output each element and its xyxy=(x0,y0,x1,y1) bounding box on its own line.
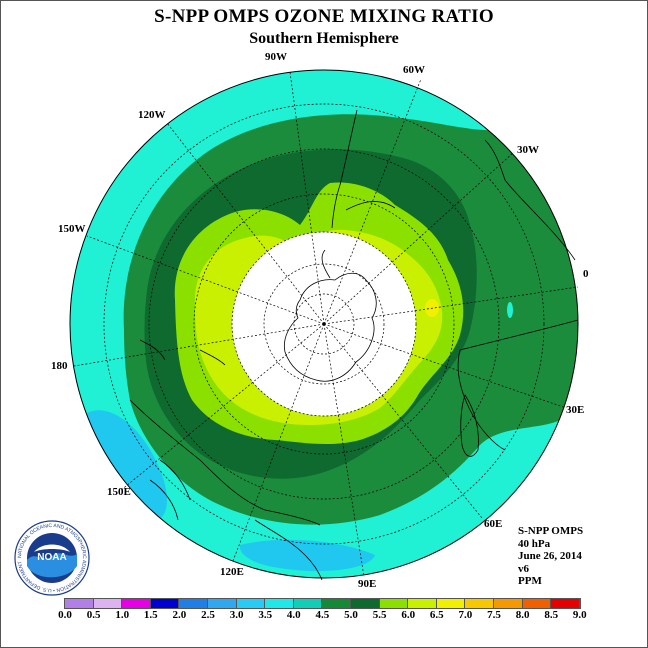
map-subtitle: Southern Hemisphere xyxy=(249,30,399,47)
color-scale-labels: 0.0 0.5 1.0 1.5 2.0 2.5 3.0 3.5 4.0 4.5 5.0 5.5 6.0 6… xyxy=(0,609,648,623)
color-scale-label: 6.5 xyxy=(429,609,444,621)
australia-nz-coastline xyxy=(129,399,323,581)
ozone-field xyxy=(70,70,578,578)
color-scale-bar xyxy=(64,598,581,609)
meridian-60e xyxy=(323,323,483,519)
lon-label-90e: 90E xyxy=(358,578,377,590)
color-scale-cell xyxy=(293,599,323,608)
color-scale-label: 4.5 xyxy=(315,609,330,621)
band-3.0-3.5-patch-south xyxy=(239,539,375,572)
color-scale-cell xyxy=(408,599,437,608)
product-info: S-NPP OMPS 40 hPa June 26, 2014 v6 PPM xyxy=(518,525,583,588)
lon-label-120w: 120W xyxy=(138,109,166,121)
color-scale-label: 2.5 xyxy=(201,609,215,621)
south-pole-marker xyxy=(322,322,326,326)
noaa-logo: NATIONAL OCEANIC AND ATMOSPHERIC ADMINIS… xyxy=(14,520,90,596)
latitude-circle xyxy=(293,293,355,355)
graticule xyxy=(73,71,579,578)
lon-label-90w: 90W xyxy=(265,51,287,63)
color-scale-cell xyxy=(65,599,94,608)
color-scale-label: 3.5 xyxy=(258,609,273,621)
meridian-0 xyxy=(323,286,579,325)
color-scale-cell xyxy=(150,599,180,608)
latitude-circle xyxy=(263,263,385,385)
lon-label-60e: 60E xyxy=(484,518,503,530)
lon-label-0: 0 xyxy=(583,268,589,280)
map-title: S-NPP OMPS OZONE MIXING RATIO xyxy=(154,6,494,27)
info-date: June 26, 2014 xyxy=(518,550,582,562)
color-scale-cell xyxy=(93,599,123,608)
color-scale-label: 8.5 xyxy=(544,609,559,621)
band-3.5-4.0-spot xyxy=(507,302,513,318)
latitude-circle xyxy=(103,103,545,545)
info-version: v6 xyxy=(518,562,529,575)
color-scale-label: 2.0 xyxy=(172,609,187,621)
color-scale-cell xyxy=(322,599,351,608)
color-scale-label: 5.5 xyxy=(372,609,387,621)
latitude-circle xyxy=(231,231,417,417)
color-scale-label: 9.0 xyxy=(572,609,587,621)
south-america-coastline xyxy=(331,109,396,229)
color-scale-label: 0.5 xyxy=(86,609,101,621)
map-boundary xyxy=(69,69,579,579)
meridian-120w xyxy=(166,122,325,325)
meridian-30w xyxy=(323,151,515,325)
color-scale-cell xyxy=(122,599,151,608)
lon-label-30w: 30W xyxy=(517,144,539,156)
color-scale-label: 1.5 xyxy=(143,609,158,621)
latitude-circle xyxy=(193,193,455,455)
color-scale-cell xyxy=(465,599,494,608)
color-scale-cell xyxy=(207,599,237,608)
meridian-90e xyxy=(323,323,365,578)
lon-label-180: 180 xyxy=(51,360,68,372)
latitude-circle xyxy=(148,148,500,500)
lon-label-150w: 150W xyxy=(58,223,86,235)
info-instrument: S-NPP OMPS xyxy=(518,525,584,537)
color-scale-label: 6.0 xyxy=(401,609,416,621)
lon-label-30e: 30E xyxy=(566,404,585,416)
color-scale-label: 5.0 xyxy=(344,609,358,621)
madagascar-coastline xyxy=(460,394,479,457)
color-scale-label: 4.0 xyxy=(286,609,301,621)
color-scale-label: 3.0 xyxy=(229,609,244,621)
color-scale-cell xyxy=(493,599,523,608)
africa-coastline xyxy=(457,139,579,451)
info-level: 40 hPa xyxy=(518,537,551,550)
color-scale-cell xyxy=(551,599,580,608)
antarctica-coastline xyxy=(283,272,377,382)
color-scale-label: 7.0 xyxy=(458,609,473,621)
band-3.0-3.5-patch-west xyxy=(78,410,168,523)
color-scale-cell xyxy=(379,599,409,608)
lon-label-60w: 60W xyxy=(403,64,425,76)
antarctic-peninsula xyxy=(321,249,331,279)
logo-gull xyxy=(34,544,70,552)
meridian-30e xyxy=(323,323,567,409)
color-scale-cell xyxy=(522,599,552,608)
color-scale-label: 0.0 xyxy=(58,609,72,621)
color-scale-cell xyxy=(436,599,466,608)
color-scale-label: 7.5 xyxy=(487,609,501,621)
color-scale-cell xyxy=(179,599,208,608)
lon-label-120e: 120E xyxy=(220,566,244,578)
color-scale-cell xyxy=(350,599,380,608)
logo-wave xyxy=(27,553,77,578)
logo-noaa-text: NOAA xyxy=(37,552,66,563)
color-scale-cell xyxy=(236,599,266,608)
color-scale-label: 1.0 xyxy=(115,609,130,621)
color-scale-label: 8.0 xyxy=(515,609,530,621)
color-scale-cell xyxy=(265,599,294,608)
ross-ice-shelf-edge xyxy=(139,339,226,366)
lon-label-150e: 150E xyxy=(107,486,131,498)
info-units: PPM xyxy=(518,575,542,587)
coastlines xyxy=(129,109,579,581)
